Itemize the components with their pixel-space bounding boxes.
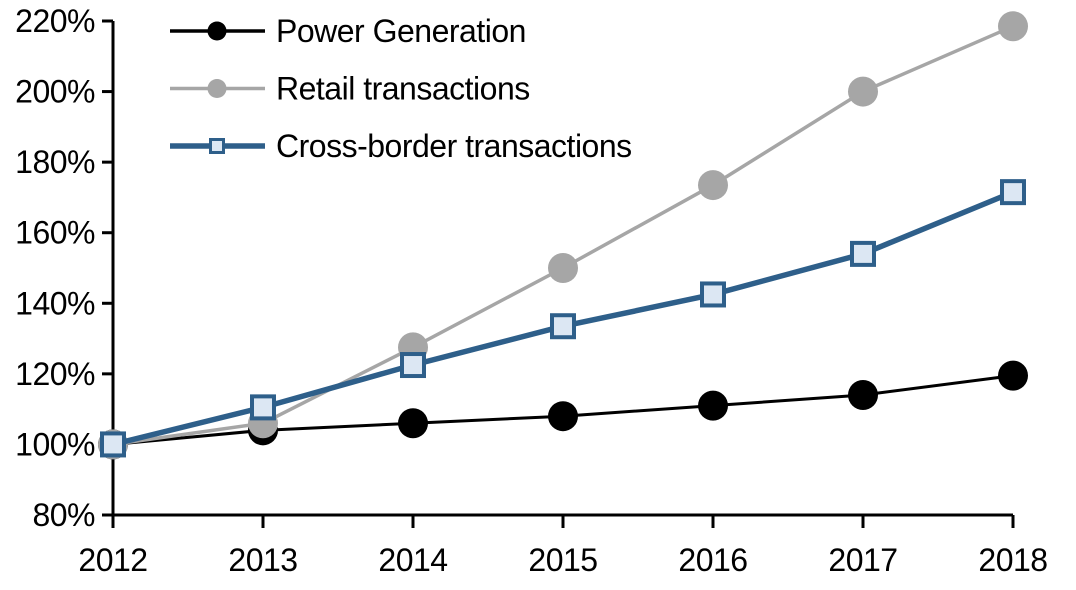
- legend-item-retail-transactions: Retail transactions: [170, 71, 530, 107]
- data-point-marker-power-generation: [998, 360, 1028, 391]
- legend-marker-cross-border-transactions: [209, 138, 225, 154]
- legend-label: Cross-border transactions: [276, 128, 632, 164]
- data-point-marker-retail-transactions: [998, 11, 1028, 42]
- y-tick-label: 160%: [15, 215, 95, 251]
- legend-item-cross-border-transactions: Cross-border transactions: [170, 128, 632, 164]
- legend-marker-power-generation: [207, 21, 227, 41]
- legend-label: Power Generation: [276, 13, 526, 49]
- data-point-marker-retail-transactions: [848, 76, 878, 107]
- data-point-marker-cross-border-transactions: [1000, 179, 1026, 206]
- data-point-marker-power-generation: [548, 401, 578, 432]
- x-tick-label: 2018: [978, 542, 1047, 578]
- axis-lines: [111, 21, 1013, 517]
- x-tick-label: 2013: [228, 542, 297, 578]
- data-point-marker-cross-border-transactions: [400, 352, 426, 379]
- legend-item-power-generation: Power Generation: [170, 13, 526, 49]
- x-tick-label: 2012: [78, 542, 147, 578]
- y-tick-label: 200%: [15, 74, 95, 110]
- data-point-marker-power-generation: [848, 380, 878, 411]
- data-point-marker-cross-border-transactions: [700, 281, 726, 308]
- y-tick-label: 140%: [15, 285, 95, 321]
- legend-label: Retail transactions: [276, 71, 530, 107]
- y-tick-label: 100%: [15, 426, 95, 462]
- chart-legend: Power Generation Retail transactions Cross…: [170, 13, 632, 164]
- data-point-marker-retail-transactions: [698, 170, 728, 201]
- x-tick-label: 2014: [378, 542, 447, 578]
- data-point-marker-cross-border-transactions: [550, 313, 576, 340]
- y-tick-label: 180%: [15, 144, 95, 180]
- x-tick-label: 2017: [828, 542, 897, 578]
- x-tick-label: 2016: [678, 542, 747, 578]
- data-point-marker-power-generation: [398, 408, 428, 439]
- data-point-marker-retail-transactions: [548, 253, 578, 283]
- legend-marker-retail-transactions: [207, 79, 227, 98]
- y-tick-label: 120%: [15, 356, 95, 392]
- data-point-marker-cross-border-transactions: [850, 240, 876, 267]
- data-point-marker-cross-border-transactions: [250, 394, 276, 421]
- data-point-marker-cross-border-transactions: [100, 431, 126, 458]
- x-tick-label: 2015: [528, 542, 597, 578]
- y-tick-label: 220%: [15, 3, 95, 39]
- y-tick-label: 80%: [32, 497, 95, 533]
- data-point-marker-power-generation: [698, 390, 728, 421]
